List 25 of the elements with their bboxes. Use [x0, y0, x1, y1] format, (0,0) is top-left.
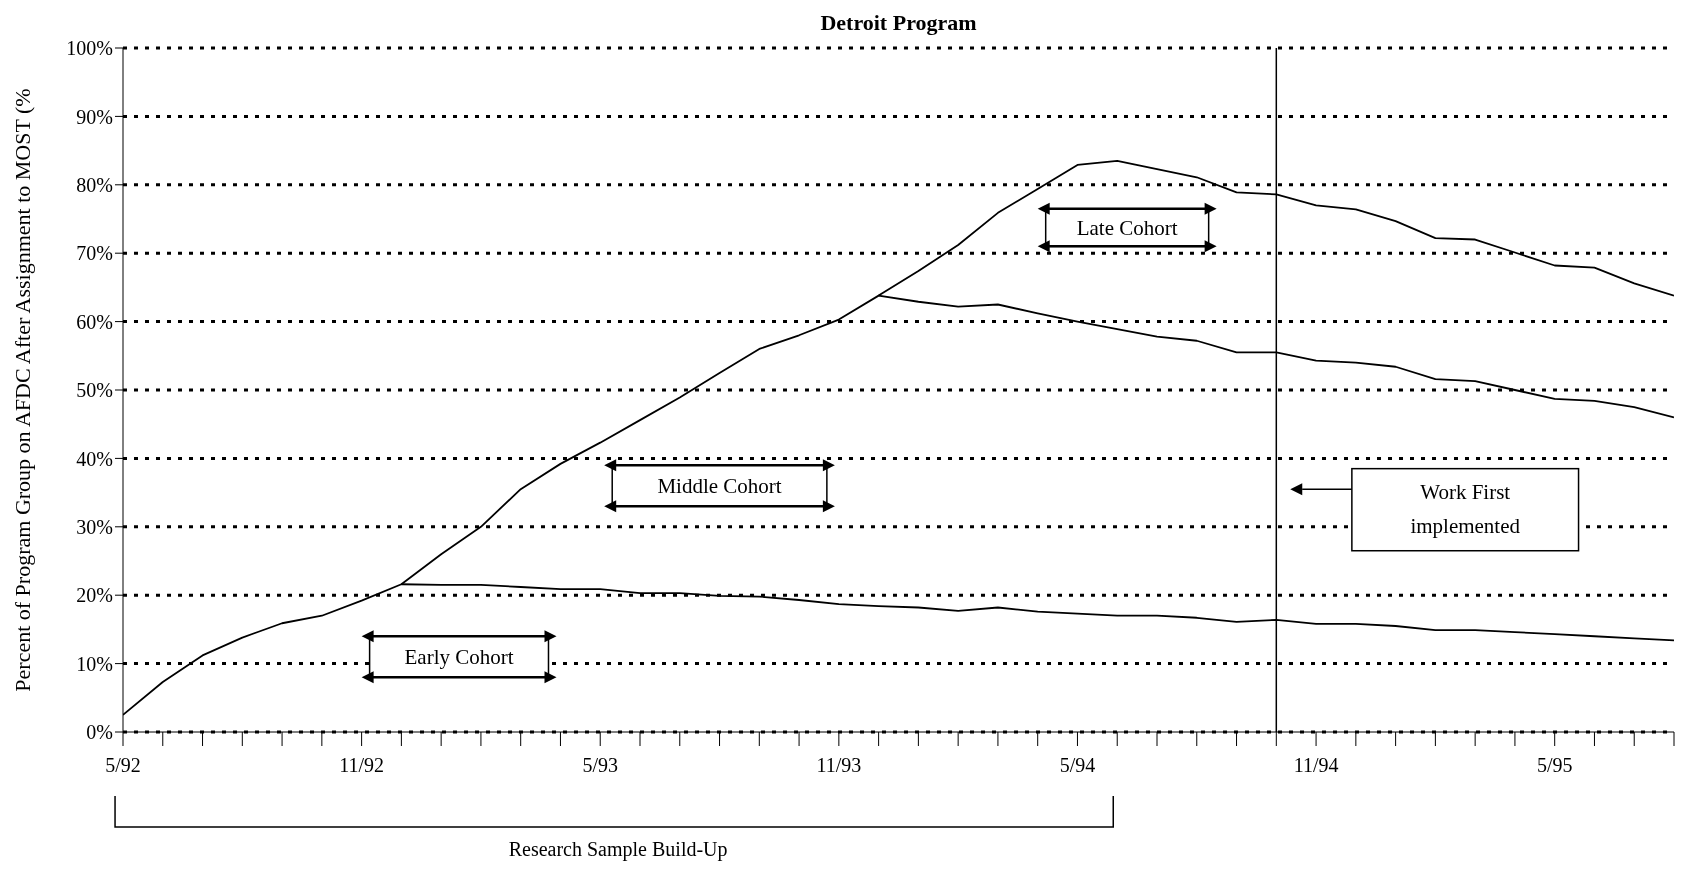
- y-tick-label: 30%: [76, 515, 113, 538]
- y-tick-label: 60%: [76, 310, 113, 333]
- x-tick-label: 11/92: [339, 754, 385, 777]
- x-tick-label: 5/93: [582, 754, 619, 777]
- x-tick-label: 11/93: [816, 754, 862, 777]
- y-tick-label: 70%: [76, 242, 113, 265]
- x-tick-label: 5/92: [105, 754, 141, 777]
- annotation: Middle Cohort: [657, 473, 782, 498]
- y-tick-label: 40%: [76, 447, 113, 470]
- y-axis-title: Percent of Program Group on AFDC After Assignment to MOST (%: [10, 88, 35, 692]
- x-tick-label: 11/94: [1293, 754, 1339, 777]
- x-tick-label: 5/95: [1536, 754, 1573, 777]
- y-tick-label: 100%: [66, 37, 113, 60]
- y-tick-label: 20%: [76, 584, 113, 607]
- chart-title: Detroit Program: [820, 10, 977, 35]
- x-tick-label: 5/94: [1059, 754, 1096, 777]
- y-tick-label: 0%: [86, 721, 113, 744]
- ref-line-label: Work First implemented: [1410, 479, 1521, 538]
- y-tick-label: 80%: [76, 173, 113, 196]
- text: Research Sample Build-Up: [508, 838, 728, 861]
- y-tick-label: 50%: [76, 379, 113, 402]
- annotation: Late Cohort: [1076, 215, 1178, 240]
- y-tick-label: 10%: [76, 652, 113, 675]
- y-tick-label: 90%: [76, 105, 113, 128]
- annotation: Early Cohort: [404, 644, 514, 669]
